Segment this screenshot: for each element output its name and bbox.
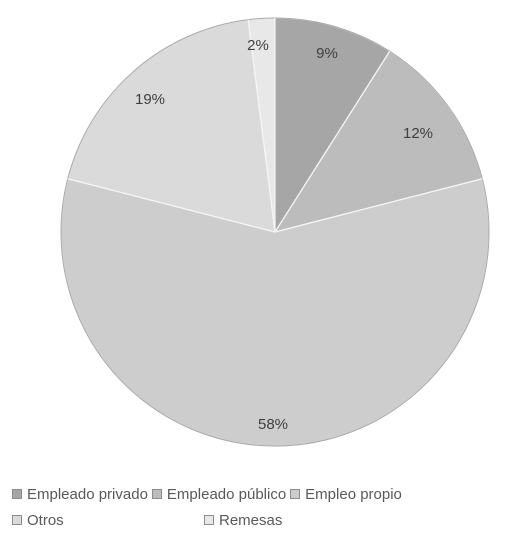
legend-item-otros: Otros	[12, 512, 204, 529]
data-label-remesas: 2%	[247, 37, 269, 54]
legend-swatch-empleado-publico	[151, 489, 162, 499]
legend-swatch-remesas	[204, 515, 214, 525]
legend-label-empleado-privado: Empleado privado	[27, 485, 148, 503]
legend-item-empleo-propio: Empleo propio	[290, 486, 402, 503]
slice-separator	[247, 19, 276, 233]
legend-label-empleado-publico: Empleado público	[166, 485, 287, 503]
legend-swatch-empleado-privado	[12, 489, 22, 499]
data-label-empleo-propio: 58%	[258, 416, 288, 433]
slice-separator	[274, 178, 483, 233]
legend-row-2: Otros Remesas	[12, 507, 517, 533]
chart-legend: Empleado privado Empleado público Empleo…	[12, 481, 517, 533]
legend-swatch-otros	[12, 515, 22, 525]
data-label-otros: 19%	[135, 91, 165, 108]
legend-row-1: Empleado privado Empleado público Empleo…	[12, 481, 517, 507]
slice-separator	[67, 178, 276, 233]
legend-label-remesas: Remesas	[219, 511, 283, 529]
data-label-empleado-privado: 9%	[316, 45, 338, 62]
data-label-empleado-publico: 12%	[403, 125, 433, 142]
legend-label-otros: Otros	[27, 511, 64, 529]
legend-item-empleado-publico: Empleado público	[151, 485, 287, 503]
legend-item-empleado-privado: Empleado privado	[12, 486, 148, 503]
slice-separator	[274, 50, 391, 233]
legend-label-empleo-propio: Empleo propio	[305, 485, 402, 503]
pie-chart: 9% 12% 58% 19% 2%	[60, 17, 490, 447]
legend-swatch-empleo-propio	[290, 489, 301, 499]
legend-item-remesas: Remesas	[204, 512, 282, 529]
